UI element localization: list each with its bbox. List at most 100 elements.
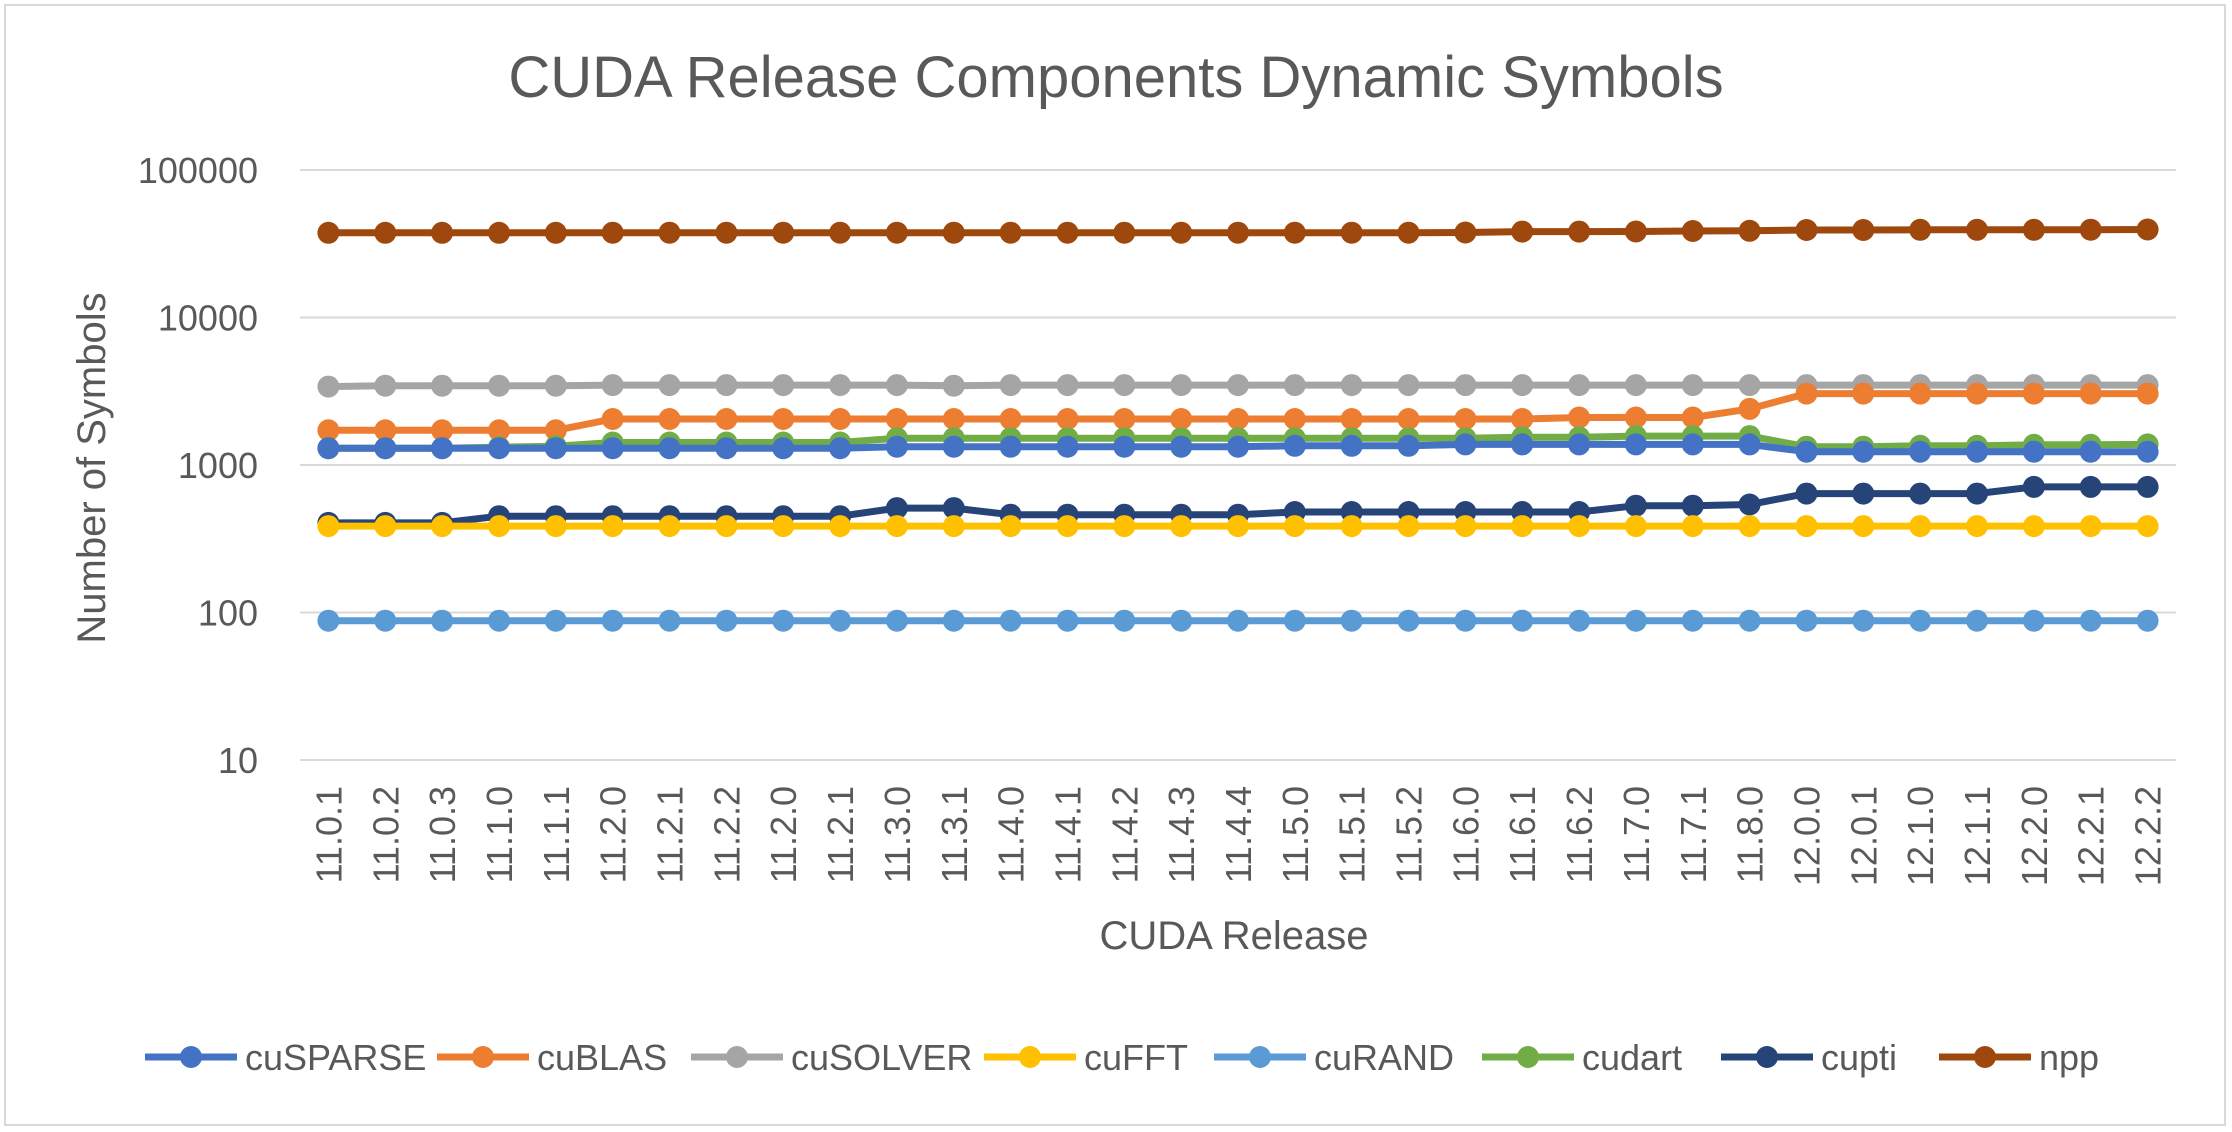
x-tick-label: 11.6.1	[1502, 786, 1543, 883]
legend-label: cuSPARSE	[245, 1037, 426, 1078]
data-point	[1966, 440, 1988, 463]
data-point	[658, 408, 681, 430]
data-point	[1340, 221, 1363, 244]
x-tick-label: 11.1.1	[536, 786, 577, 883]
data-point	[1852, 219, 1875, 241]
data-point	[1283, 408, 1306, 430]
data-point	[1340, 434, 1363, 457]
legend-label: cuFFT	[1084, 1037, 1188, 1078]
series-cuBLAS	[317, 382, 2159, 442]
data-point	[317, 221, 340, 244]
data-point	[1227, 374, 1249, 397]
data-point	[1795, 382, 1818, 405]
data-point	[1056, 515, 1079, 538]
data-point	[2022, 475, 2045, 498]
data-point	[2022, 609, 2045, 632]
data-point	[1113, 435, 1136, 458]
data-point	[1397, 408, 1420, 430]
data-point	[942, 374, 965, 397]
data-point	[1397, 609, 1420, 632]
data-point	[1170, 408, 1193, 430]
y-axis-title: Number of Symbols	[70, 292, 114, 643]
data-point	[1511, 609, 1534, 632]
x-axis-ticks: 11.0.1 11.0.2 11.0.3 11.1.0 11.1.1 11.2.0 11.2…	[308, 786, 2168, 886]
data-point	[829, 437, 852, 460]
x-tick-label: 11.4.0	[991, 786, 1032, 883]
data-point	[1909, 440, 1932, 463]
x-tick-label: 12.2.1	[2071, 786, 2112, 886]
data-point	[1283, 434, 1306, 457]
data-point	[772, 609, 795, 632]
data-point	[942, 497, 965, 520]
data-point	[885, 497, 908, 520]
data-point	[885, 408, 908, 430]
data-point	[1397, 434, 1420, 457]
x-tick-label: 12.2.0	[2014, 786, 2055, 886]
data-point	[601, 221, 624, 244]
data-point	[658, 374, 681, 397]
data-point	[715, 374, 738, 397]
data-point	[942, 435, 965, 458]
data-point	[2079, 382, 2102, 405]
x-tick-label: 11.7.0	[1616, 786, 1657, 883]
y-tick-label: 10000	[158, 298, 258, 339]
data-point	[431, 374, 454, 397]
chart-frame	[4, 4, 2226, 1126]
data-point	[1340, 609, 1363, 632]
data-point	[658, 609, 681, 632]
x-tick-label: 11.0.3	[422, 786, 463, 883]
data-point	[1056, 435, 1079, 458]
data-point	[1852, 440, 1875, 463]
data-point	[374, 419, 397, 442]
data-point	[317, 437, 340, 460]
x-tick-label: 11.2.1	[820, 786, 861, 883]
data-point	[942, 515, 965, 538]
data-point	[488, 374, 510, 397]
data-point	[1170, 515, 1193, 538]
data-point	[488, 221, 510, 244]
data-point	[1966, 515, 1988, 538]
data-point	[2079, 440, 2102, 463]
data-point	[2136, 440, 2159, 463]
data-point	[1568, 515, 1591, 538]
data-point	[2136, 218, 2159, 241]
data-point	[715, 437, 738, 460]
x-tick-label: 11.3.0	[877, 786, 918, 883]
legend-marker	[1517, 1046, 1539, 1068]
data-point	[1624, 515, 1647, 538]
data-point	[715, 221, 738, 244]
x-tick-label: 12.0.0	[1786, 786, 1827, 886]
data-point	[544, 374, 567, 397]
data-point	[999, 609, 1022, 632]
series-cuFFT	[317, 515, 2159, 538]
data-point	[1795, 219, 1818, 241]
data-point	[1624, 609, 1647, 632]
legend: cuSPARSE cuBLAS cuSOLVER cuFFT cuRAND cudart c…	[145, 1037, 2099, 1078]
data-point	[1909, 515, 1932, 538]
data-point	[317, 609, 340, 632]
data-point	[1113, 221, 1136, 244]
data-point	[544, 419, 567, 442]
data-point	[1681, 433, 1704, 456]
data-point	[1624, 374, 1647, 397]
data-point	[1624, 433, 1647, 456]
data-point	[317, 375, 340, 398]
data-point	[942, 221, 965, 244]
data-point	[1966, 382, 1988, 405]
data-point	[658, 221, 681, 244]
data-point	[374, 609, 397, 632]
data-point	[544, 221, 567, 244]
legend-marker	[1756, 1046, 1778, 1068]
legend-label: cuBLAS	[537, 1037, 667, 1078]
data-point	[1966, 609, 1988, 632]
data-point	[1624, 220, 1647, 243]
series-cuSOLVER	[317, 374, 2159, 398]
data-point	[1909, 382, 1932, 405]
data-point	[1113, 609, 1136, 632]
data-point	[942, 609, 965, 632]
data-point	[715, 609, 738, 632]
data-point	[829, 408, 852, 430]
data-point	[715, 515, 738, 538]
data-point	[829, 221, 852, 244]
